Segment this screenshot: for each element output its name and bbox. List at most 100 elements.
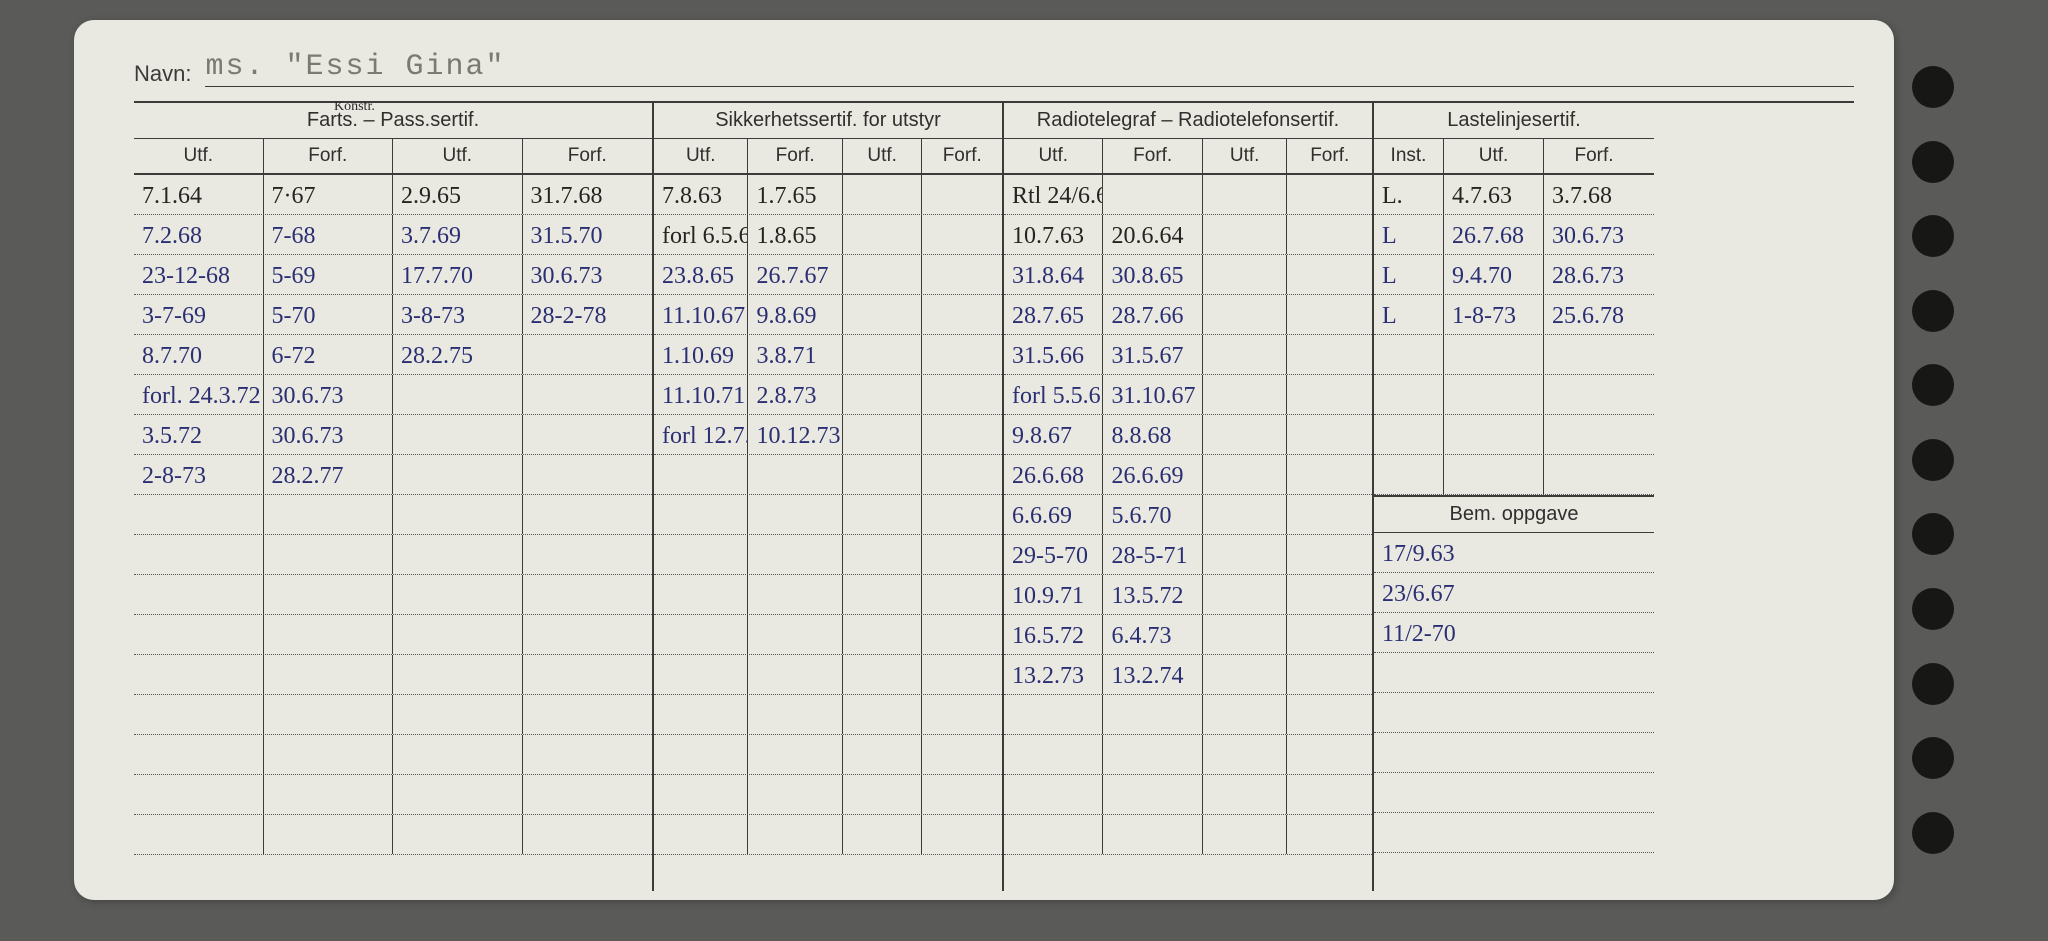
farts-cell: [393, 615, 523, 654]
farts-title-text: Farts. – Pass.sertif.: [307, 109, 479, 131]
radio-row: 9.8.678.8.68: [1004, 415, 1372, 455]
page: Navn: ms. "Essi Gina" Farts. – Pass.sert…: [74, 20, 1974, 900]
radio-cell: [1103, 695, 1202, 734]
laste-row: [1374, 455, 1654, 495]
farts-row: 2-8-7328.2.77: [134, 455, 652, 495]
laste-title: Lastelinjesertif.: [1374, 103, 1654, 139]
sikker-col-0: Utf.: [654, 139, 748, 173]
sikker-cell: 23.8.65: [654, 255, 748, 294]
radio-cell: [1203, 175, 1288, 214]
binding-hole: [1912, 737, 1954, 779]
sikker-cell: [922, 575, 1002, 614]
radio-cell: [1287, 575, 1372, 614]
laste-cell: 28.6.73: [1544, 255, 1644, 294]
sikker-cell: 10.12.73: [748, 415, 842, 454]
radio-cell: [1203, 495, 1288, 534]
farts-row: [134, 535, 652, 575]
farts-col-3: Forf.: [523, 139, 653, 173]
farts-cell: 30.6.73: [264, 375, 394, 414]
farts-cell: 30.6.73: [523, 255, 653, 294]
laste-cell: [1374, 335, 1444, 374]
sikker-cell: 11.10.67: [654, 295, 748, 334]
sikker-cell: [922, 655, 1002, 694]
sikker-cell: [843, 495, 923, 534]
farts-cell: 31.5.70: [523, 215, 653, 254]
sikker-cell: [843, 175, 923, 214]
section-farts: Farts. – Pass.sertif. Konstr. Utf.Forf.U…: [134, 103, 654, 891]
name-label: Navn:: [134, 61, 191, 87]
farts-cell: [393, 775, 523, 814]
sikker-cell: [922, 775, 1002, 814]
radio-cell: [1203, 375, 1288, 414]
radio-cell: [1203, 815, 1288, 854]
radio-cell: 26.6.68: [1004, 455, 1103, 494]
farts-cell: 7.1.64: [134, 175, 264, 214]
bem-title: Bem. oppgave: [1374, 495, 1654, 533]
radio-row: 6.6.695.6.70: [1004, 495, 1372, 535]
sikker-cell: [843, 575, 923, 614]
radio-cell: 28.7.66: [1103, 295, 1202, 334]
laste-cell: [1444, 455, 1544, 494]
sikker-cell: [654, 575, 748, 614]
farts-cell: [134, 535, 264, 574]
farts-row: 3-7-695-703-8-7328-2-78: [134, 295, 652, 335]
binding-hole: [1912, 141, 1954, 183]
farts-row: [134, 815, 652, 855]
farts-row: [134, 735, 652, 775]
radio-row: 10.9.7113.5.72: [1004, 575, 1372, 615]
laste-cell: [1374, 415, 1444, 454]
section-radio: Radiotelegraf – Radiotelefonsertif. Utf.…: [1004, 103, 1374, 891]
name-row: Navn: ms. "Essi Gina": [134, 50, 1854, 87]
radio-cell: [1004, 695, 1103, 734]
sikker-row: [654, 775, 1002, 815]
radio-cell: [1004, 815, 1103, 854]
farts-row: 3.5.7230.6.73: [134, 415, 652, 455]
sikker-cell: [748, 615, 842, 654]
laste-cell: [1444, 375, 1544, 414]
radio-cell: [1287, 375, 1372, 414]
laste-cell: L.: [1374, 175, 1444, 214]
farts-cell: [523, 775, 653, 814]
radio-cell: 31.10.67: [1103, 375, 1202, 414]
farts-row: [134, 655, 652, 695]
farts-row: [134, 575, 652, 615]
farts-cell: [134, 695, 264, 734]
radio-cell: 30.8.65: [1103, 255, 1202, 294]
radio-cell: [1004, 735, 1103, 774]
laste-cell: [1544, 335, 1644, 374]
radio-cell: [1203, 295, 1288, 334]
radio-cell: 9.8.67: [1004, 415, 1103, 454]
laste-row: [1374, 375, 1654, 415]
sikker-row: 23.8.6526.7.67: [654, 255, 1002, 295]
sikker-col-3: Forf.: [922, 139, 1002, 173]
laste-cell: [1544, 415, 1644, 454]
farts-cell: [393, 415, 523, 454]
sikker-cell: [654, 535, 748, 574]
farts-title: Farts. – Pass.sertif. Konstr.: [134, 103, 652, 139]
laste-cell: L: [1374, 215, 1444, 254]
radio-col-3: Forf.: [1287, 139, 1372, 173]
farts-cell: [264, 615, 394, 654]
radio-row: 13.2.7313.2.74: [1004, 655, 1372, 695]
radio-cell: [1203, 655, 1288, 694]
farts-cell: 2-8-73: [134, 455, 264, 494]
farts-cell: 28-2-78: [523, 295, 653, 334]
laste-col-0: Inst.: [1374, 139, 1444, 173]
binding-hole: [1912, 66, 1954, 108]
farts-cell: 2.9.65: [393, 175, 523, 214]
sikker-cell: 9.8.69: [748, 295, 842, 334]
sikker-cell: [748, 735, 842, 774]
laste-row: [1374, 335, 1654, 375]
radio-cell: [1287, 815, 1372, 854]
radio-cell: 6.4.73: [1103, 615, 1202, 654]
laste-cell: 4.7.63: [1444, 175, 1544, 214]
farts-cell: [393, 735, 523, 774]
sikker-cell: [748, 455, 842, 494]
laste-cell: [1374, 455, 1444, 494]
sikker-cell: [922, 255, 1002, 294]
sikker-row: [654, 575, 1002, 615]
radio-cell: 8.8.68: [1103, 415, 1202, 454]
bem-rows: 17/9.6323/6.6711/2-70: [1374, 533, 1654, 891]
sikker-cell: [843, 335, 923, 374]
sikker-cell: [922, 335, 1002, 374]
